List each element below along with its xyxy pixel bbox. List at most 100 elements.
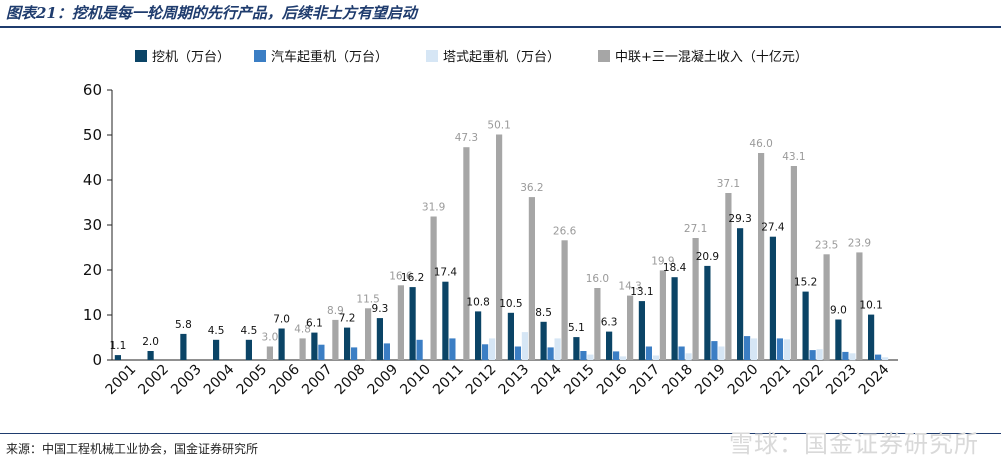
x-tick-label: 2008: [332, 362, 369, 399]
bar: [245, 339, 252, 361]
legend-swatch: [135, 50, 147, 62]
x-tick-label: 2006: [266, 361, 303, 398]
data-label: 17.4: [434, 267, 458, 279]
bar: [751, 338, 758, 360]
bar: [587, 354, 594, 360]
data-label: 15.2: [794, 277, 817, 289]
y-axis: 0 10 20 30 40 50 60: [83, 81, 113, 369]
data-label: 14.3: [618, 281, 641, 293]
x-tick-label: 2014: [528, 361, 565, 398]
data-label: 16.0: [586, 273, 609, 285]
bar: [758, 153, 765, 360]
data-label: 23.9: [848, 237, 871, 249]
data-label: 4.5: [208, 325, 225, 337]
data-label: 27.1: [684, 223, 707, 235]
x-tick-label: 2020: [725, 362, 762, 399]
bar: [678, 346, 685, 360]
bar: [638, 301, 645, 360]
data-label: 23.5: [815, 239, 838, 251]
x-tick-label: 2024: [856, 361, 893, 398]
x-tick-label: 2007: [299, 362, 336, 399]
bar: [397, 285, 404, 360]
bar-chart: 挖机（万台） 汽车起重机（万台） 塔式起重机（万台） 中联+三一混凝土收入（十亿元） …: [83, 49, 898, 399]
bar: [856, 252, 863, 360]
bar: [573, 337, 580, 360]
legend-label: 中联+三一混凝土收入（十亿元）: [615, 49, 808, 65]
bar: [554, 338, 561, 360]
bar: [409, 287, 416, 360]
bar: [351, 347, 358, 360]
bar: [606, 331, 613, 360]
bar: [823, 254, 830, 361]
data-label: 37.1: [717, 178, 740, 190]
x-tick-label: 2009: [365, 362, 402, 399]
data-label: 18.4: [663, 262, 687, 274]
data-label: 26.6: [553, 225, 577, 237]
data-label: 36.2: [520, 182, 543, 194]
y-tick-label: 10: [83, 306, 102, 324]
data-label: 10.5: [499, 298, 522, 310]
bar: [344, 327, 351, 360]
bar: [147, 351, 154, 360]
x-tick-label: 2019: [692, 362, 729, 399]
bar: [318, 344, 325, 360]
legend-label: 汽车起重机（万台）: [271, 49, 388, 65]
bar: [521, 332, 528, 360]
x-tick-label: 2001: [103, 362, 140, 399]
y-tick-label: 60: [83, 81, 102, 99]
bar: [449, 338, 456, 360]
y-tick-label: 50: [83, 126, 102, 144]
x-tick-label: 2021: [758, 362, 795, 399]
bar: [790, 166, 797, 360]
bar: [213, 339, 220, 361]
data-label: 16.2: [401, 272, 424, 284]
bar: [711, 341, 718, 360]
bar: [882, 357, 889, 360]
x-tick-label: 2003: [168, 362, 205, 399]
bar: [507, 312, 514, 361]
data-label: 29.3: [728, 213, 751, 225]
legend-swatch: [426, 50, 438, 62]
x-tick-label: 2010: [397, 362, 434, 399]
bar: [769, 236, 776, 360]
data-label: 13.1: [630, 286, 653, 298]
data-label: 1.1: [110, 340, 127, 352]
figure-title: 图表21：挖机是每一轮周期的先行产品，后续非土方有望启动: [6, 4, 417, 22]
data-label: 4.5: [241, 325, 258, 337]
data-label: 7.0: [273, 314, 290, 326]
data-label: 6.3: [601, 317, 618, 329]
bar: [383, 343, 390, 360]
bar: [842, 351, 849, 360]
legend-label: 塔式起重机（万台）: [443, 49, 560, 65]
bar: [266, 346, 273, 360]
data-label: 50.1: [487, 120, 510, 132]
bar: [540, 321, 547, 361]
bar: [463, 147, 470, 360]
bar: [475, 311, 482, 360]
bar: [620, 356, 627, 360]
bar: [875, 354, 882, 360]
bar: [718, 346, 725, 360]
bar: [816, 349, 823, 360]
data-label: 6.1: [306, 318, 323, 330]
bar: [725, 193, 732, 360]
data-label: 10.1: [859, 300, 882, 312]
bar: [809, 350, 816, 360]
data-label: 31.9: [422, 202, 445, 214]
data-labels: 1.1 2.0 5.8 4.5 4.5 3.0 7.0 4.86.1 8.97.211.59.3…: [110, 120, 883, 353]
bar: [489, 338, 496, 360]
bar: [311, 332, 318, 360]
data-label: 2.0: [142, 336, 159, 348]
bar: [547, 347, 554, 360]
bar: [278, 328, 285, 360]
x-tick-label: 2002: [135, 362, 172, 399]
x-tick-label: 2017: [627, 362, 664, 399]
data-label: 10.8: [466, 296, 489, 308]
data-label: 27.4: [761, 222, 785, 234]
bar: [783, 339, 790, 360]
y-tick-label: 40: [83, 171, 102, 189]
bar: [652, 355, 659, 360]
x-tick-label: 2016: [594, 361, 631, 398]
watermark: 雪球：国金证券研究所: [729, 430, 979, 458]
bar: [580, 351, 587, 360]
